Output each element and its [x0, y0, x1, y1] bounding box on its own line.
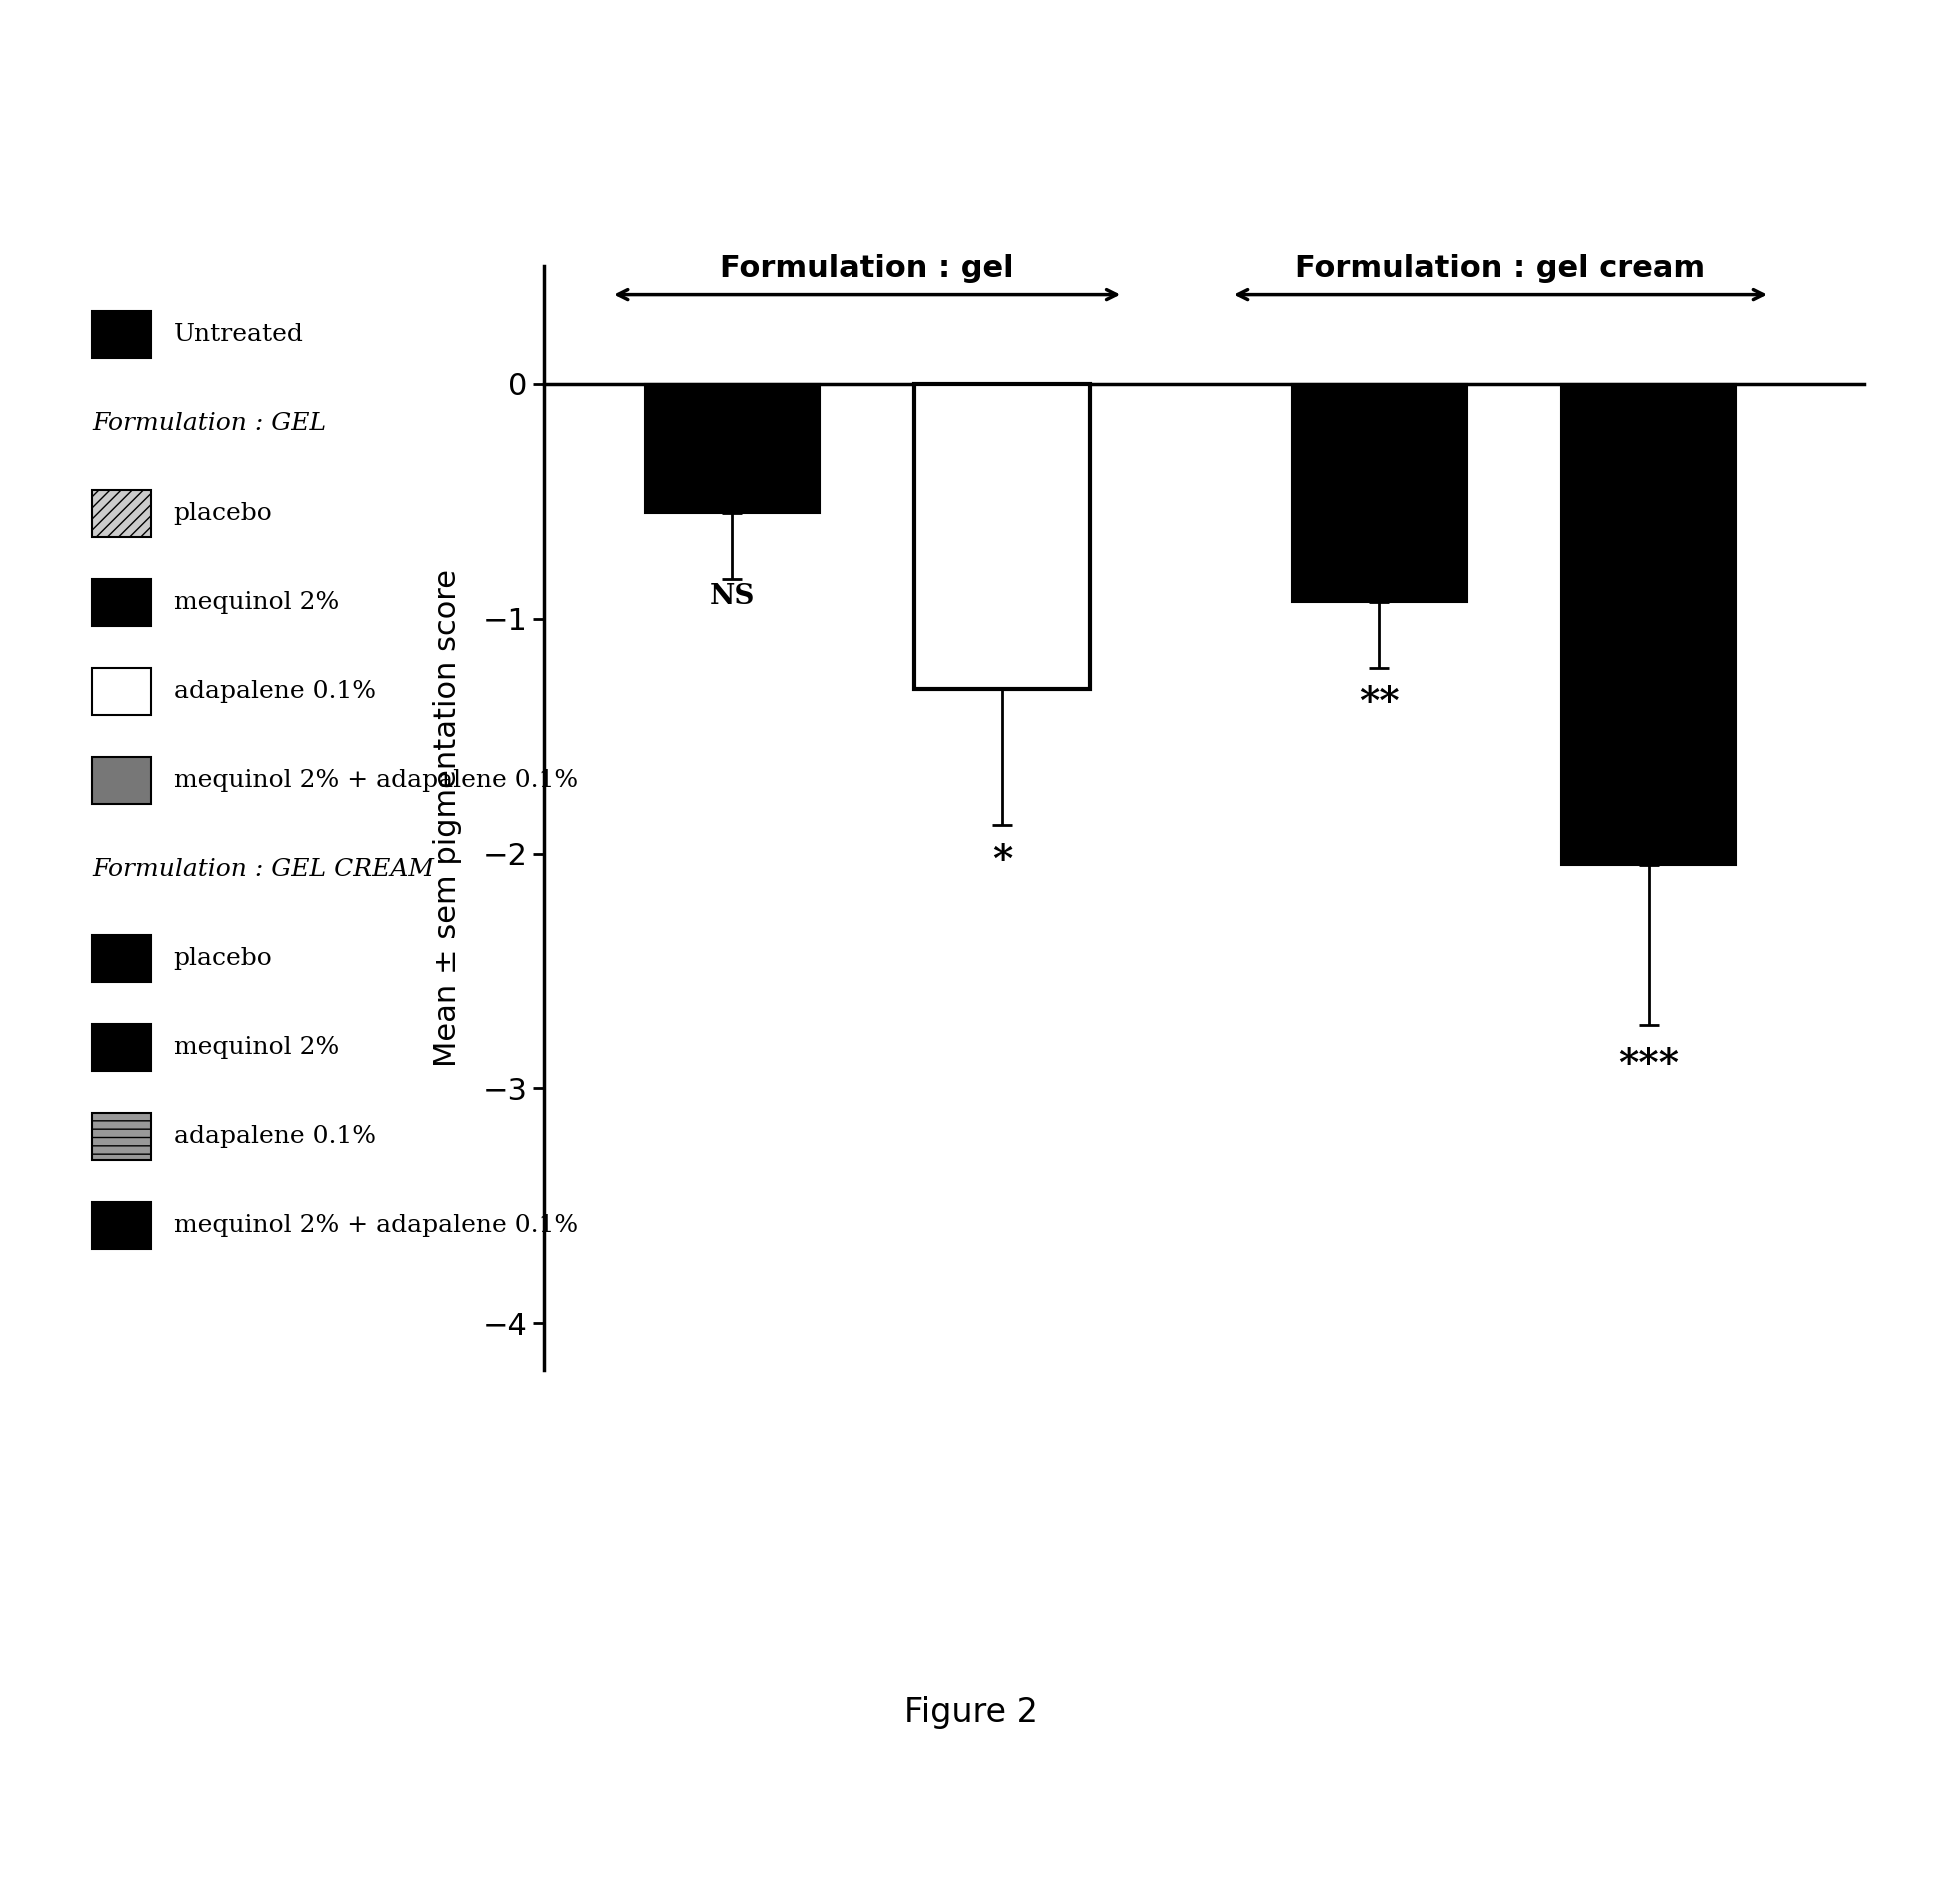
- Text: mequinol 2% + adapalene 0.1%: mequinol 2% + adapalene 0.1%: [173, 1214, 577, 1237]
- Text: mequinol 2%: mequinol 2%: [173, 1035, 338, 1058]
- Text: Formulation : gel cream: Formulation : gel cream: [1295, 253, 1705, 284]
- Text: ***: ***: [1618, 1047, 1680, 1085]
- Bar: [93, 934, 151, 982]
- Bar: [915, 384, 1089, 689]
- Bar: [93, 757, 151, 803]
- Text: adapalene 0.1%: adapalene 0.1%: [173, 679, 375, 702]
- Text: placebo: placebo: [173, 948, 272, 971]
- Text: Figure 2: Figure 2: [903, 1696, 1039, 1730]
- Text: Formulation : GEL CREAM: Formulation : GEL CREAM: [93, 858, 435, 881]
- Text: NS: NS: [709, 584, 755, 611]
- Bar: [93, 1113, 151, 1161]
- Text: *: *: [992, 841, 1012, 879]
- Bar: [93, 489, 151, 537]
- Bar: [93, 1203, 151, 1248]
- Bar: [1291, 384, 1466, 601]
- Bar: [93, 668, 151, 716]
- Text: mequinol 2% + adapalene 0.1%: mequinol 2% + adapalene 0.1%: [173, 769, 577, 792]
- Bar: [645, 384, 820, 514]
- Text: **: **: [1359, 685, 1400, 723]
- Text: Untreated: Untreated: [173, 324, 303, 346]
- Text: Formulation : GEL: Formulation : GEL: [93, 413, 326, 436]
- Bar: [93, 579, 151, 626]
- Text: adapalene 0.1%: adapalene 0.1%: [173, 1125, 375, 1148]
- Text: Formulation : gel: Formulation : gel: [720, 253, 1014, 284]
- Text: placebo: placebo: [173, 502, 272, 525]
- Bar: [93, 1024, 151, 1071]
- Text: mequinol 2%: mequinol 2%: [173, 590, 338, 613]
- Bar: [1561, 384, 1736, 866]
- Y-axis label: Mean ± sem pigmentation score: Mean ± sem pigmentation score: [433, 569, 462, 1068]
- Bar: [93, 312, 151, 358]
